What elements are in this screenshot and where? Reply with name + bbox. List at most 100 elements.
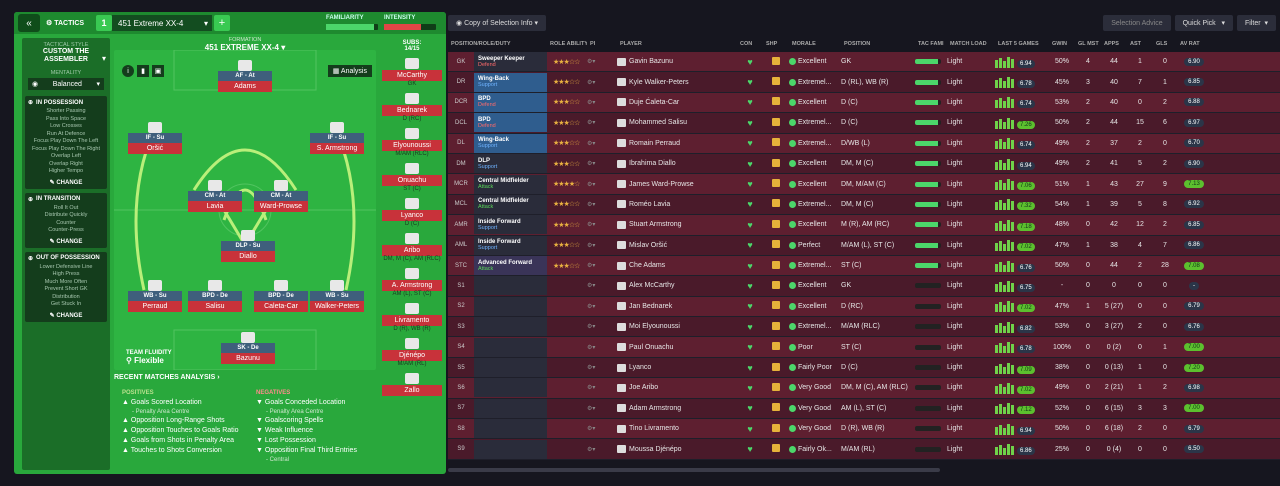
sub-card[interactable]: A. Armstrong AM (L), ST (C) xyxy=(382,268,442,297)
column-header[interactable]: AST xyxy=(1130,41,1141,47)
column-header[interactable]: GWIN xyxy=(1052,41,1067,47)
horizontal-scrollbar[interactable] xyxy=(448,468,940,472)
player-instructions-icon[interactable]: ⚙▾ xyxy=(587,140,596,147)
player-card[interactable]: IF - Su S. Armstrong xyxy=(310,122,364,154)
table-row[interactable]: S9 ⚙▾ Moussa Djénépo ♥ Fairly Ok... M/AM (RL)… xyxy=(448,439,1280,460)
column-header[interactable]: AV RAT xyxy=(1180,41,1200,47)
player-name-cell[interactable]: Jan Bednarek xyxy=(617,302,737,311)
player-instructions-icon[interactable]: ⚙▾ xyxy=(587,385,596,392)
back-button[interactable]: « xyxy=(18,14,40,32)
tactic-select[interactable]: 451 Extreme XX-4 ▾ xyxy=(112,15,212,31)
role-cell[interactable]: Sweeper Keeper Defend xyxy=(474,52,547,72)
formation-select[interactable]: 451 EXTREME XX-4 ▾ xyxy=(114,43,376,52)
player-instructions-icon[interactable]: ⚙▾ xyxy=(587,99,596,106)
player-instructions-icon[interactable]: ⚙▾ xyxy=(587,365,596,372)
sub-card[interactable]: Elyounoussi M/AM (RLC) xyxy=(382,128,442,157)
role-cell[interactable]: Wing-Back Support xyxy=(474,133,547,153)
player-card[interactable]: WB - Su Walker-Peters xyxy=(310,280,364,312)
player-card[interactable]: WB - Su Perraud xyxy=(128,280,182,312)
role-cell[interactable]: Central Midfielder Attack xyxy=(474,194,547,214)
player-instructions-icon[interactable]: ⚙▾ xyxy=(587,283,596,290)
table-row[interactable]: DCR BPD Defend ★★★☆☆ ⚙▾ Duje Ćaleta-Car ♥ Excel… xyxy=(448,92,1280,114)
column-header[interactable]: ROLE ABILITY xyxy=(550,41,587,47)
analysis-button[interactable]: ▦ Analysis xyxy=(327,65,372,77)
quick-pick-button[interactable]: Quick Pick ▾ xyxy=(1174,15,1234,31)
player-name-cell[interactable]: Mohammed Salisu xyxy=(617,118,737,127)
player-instructions-icon[interactable]: ⚙▾ xyxy=(587,344,596,351)
sub-card[interactable]: Aribo DM, M (C), AM (RLC) xyxy=(382,233,442,262)
column-header[interactable]: MATCH LOAD xyxy=(950,41,987,47)
table-row[interactable]: S5 ⚙▾ Lyanco ♥ Fairly Poor D (C) Light 7.09 38% 0… xyxy=(448,357,1280,379)
role-cell[interactable] xyxy=(474,296,547,316)
table-row[interactable]: DCL BPD Defend ★★★☆☆ ⚙▾ Mohammed Salisu ♥ Extre… xyxy=(448,113,1280,134)
player-instructions-icon[interactable]: ⚙▾ xyxy=(587,161,596,168)
player-instructions-icon[interactable]: ⚙▾ xyxy=(587,303,596,310)
role-cell[interactable] xyxy=(474,358,547,378)
player-name-cell[interactable]: Stuart Armstrong xyxy=(617,220,737,229)
table-row[interactable]: DL Wing-Back Support ★★★☆☆ ⚙▾ Romain Perraud ♥… xyxy=(448,133,1280,154)
add-tactic-button[interactable]: + xyxy=(214,15,230,31)
player-name-cell[interactable]: Gavin Bazunu xyxy=(617,57,737,66)
tactical-style[interactable]: TACTICAL STYLE CUSTOM THE ASSEMBLER ▾ xyxy=(22,38,110,68)
table-row[interactable]: STC Advanced Forward Attack ★★★☆☆ ⚙▾ Che Adam… xyxy=(448,255,1280,277)
table-row[interactable]: MCL Central Midfielder Attack ★★★☆☆ ⚙▾ Roméo … xyxy=(448,194,1280,216)
table-row[interactable]: GK Sweeper Keeper Defend ★★★☆☆ ⚙▾ Gavin Bazun… xyxy=(448,52,1280,73)
sub-card[interactable]: McCarthy GK xyxy=(382,58,442,87)
stats-icon[interactable]: ▮ xyxy=(137,65,149,77)
player-instructions-icon[interactable]: ⚙▾ xyxy=(587,446,596,453)
column-header[interactable]: MORALE xyxy=(792,41,816,47)
sub-card[interactable]: Onuachu ST (C) xyxy=(382,163,442,192)
column-header[interactable]: GLS xyxy=(1156,41,1168,47)
role-cell[interactable]: BPD Defend xyxy=(474,113,547,133)
player-instructions-icon[interactable]: ⚙▾ xyxy=(587,242,596,249)
intensity-bar[interactable] xyxy=(384,24,436,30)
player-instructions-icon[interactable]: ⚙▾ xyxy=(587,79,596,86)
table-row[interactable]: MCR Central Midfielder Attack ★★★★☆ ⚙▾ James … xyxy=(448,174,1280,195)
change-in-possession-button[interactable]: ✎ CHANGE xyxy=(49,179,83,186)
player-name-cell[interactable]: Che Adams xyxy=(617,261,737,270)
player-name-cell[interactable]: Lyanco xyxy=(617,363,737,372)
player-name-cell[interactable]: James Ward-Prowse xyxy=(617,180,737,189)
sub-card[interactable]: Zallo xyxy=(382,373,442,396)
column-header[interactable]: PLAYER xyxy=(620,41,642,47)
player-name-cell[interactable]: Adam Armstrong xyxy=(617,404,737,413)
player-card[interactable]: SK - De Bazunu xyxy=(221,332,275,364)
column-header[interactable]: LAST 5 GAMES xyxy=(998,41,1039,47)
selection-info-button[interactable]: ◉ Copy of Selection Info ▾ xyxy=(448,15,547,31)
player-card[interactable]: IF - Su Oršić xyxy=(128,122,182,154)
role-cell[interactable] xyxy=(474,439,547,459)
selection-advice-button[interactable]: Selection Advice xyxy=(1103,15,1171,31)
player-name-cell[interactable]: Joe Aribo xyxy=(617,383,737,392)
player-instructions-icon[interactable]: ⚙▾ xyxy=(587,120,596,127)
table-row[interactable]: DM DLP Support ★★★☆☆ ⚙▾ Ibrahima Diallo ♥ Excel… xyxy=(448,153,1280,175)
table-row[interactable]: DR Wing-Back Support ★★★☆☆ ⚙▾ Kyle Walker-Pet… xyxy=(448,72,1280,93)
column-header[interactable]: POSITION xyxy=(844,41,871,47)
column-header[interactable]: CON xyxy=(740,41,753,47)
role-cell[interactable] xyxy=(474,378,547,398)
table-row[interactable]: S6 ⚙▾ Joe Aribo ♥ Very Good DM, M (C), AM (RL… xyxy=(448,378,1280,399)
table-row[interactable]: S4 ⚙▾ Paul Onuachu ♥ Poor ST (C) Light 6.78 100%… xyxy=(448,337,1280,358)
role-cell[interactable]: BPD Defend xyxy=(474,92,547,112)
sub-card[interactable]: Djénépo M/AM (RL) xyxy=(382,338,442,367)
player-card[interactable]: CM - At Ward-Prowse xyxy=(254,180,308,212)
role-cell[interactable] xyxy=(474,398,547,418)
player-name-cell[interactable]: Moussa Djénépo xyxy=(617,445,737,454)
role-cell[interactable] xyxy=(474,317,547,337)
player-name-cell[interactable]: Moi Elyounoussi xyxy=(617,322,737,331)
role-cell[interactable] xyxy=(474,419,547,439)
table-row[interactable]: S2 ⚙▾ Jan Bednarek ♥ Excellent D (RC) Light 7.0… xyxy=(448,296,1280,318)
change-in-transition-button[interactable]: ✎ CHANGE xyxy=(49,238,83,245)
player-instructions-icon[interactable]: ⚙▾ xyxy=(587,405,596,412)
player-instructions-icon[interactable]: ⚙▾ xyxy=(587,324,596,331)
column-header[interactable]: GL MST xyxy=(1078,41,1099,47)
table-row[interactable]: S7 ⚙▾ Adam Armstrong ♥ Very Good AM (L), ST (… xyxy=(448,398,1280,420)
player-card[interactable]: BPD - De Salisu xyxy=(188,280,242,312)
player-instructions-icon[interactable]: ⚙▾ xyxy=(587,263,596,270)
sub-card[interactable]: Lyanco D (C) xyxy=(382,198,442,227)
role-cell[interactable]: Central Midfielder Attack xyxy=(474,174,547,194)
player-name-cell[interactable]: Romain Perraud xyxy=(617,139,737,148)
sub-card[interactable]: Bednarek D (RC) xyxy=(382,93,442,122)
column-header[interactable]: TAC FAMI xyxy=(918,41,944,47)
player-name-cell[interactable]: Roméo Lavia xyxy=(617,200,737,209)
player-card[interactable]: DLP - Su Diallo xyxy=(221,230,275,262)
